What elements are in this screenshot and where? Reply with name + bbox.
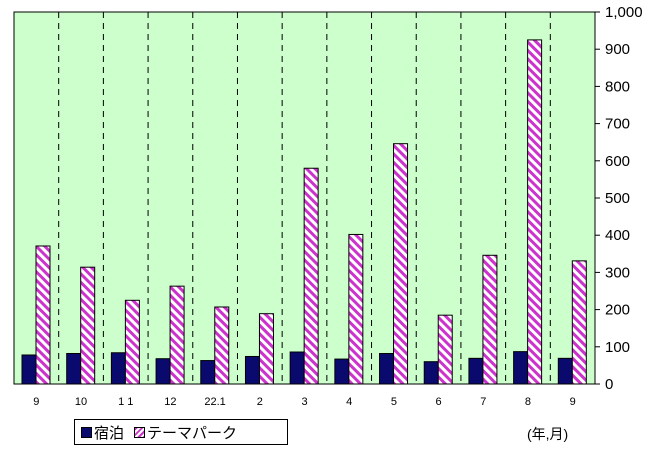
x-tick-label: 9 — [570, 396, 576, 408]
bar-stay — [557, 357, 573, 385]
legend-swatch-stay — [81, 426, 92, 438]
gridlines — [58, 12, 551, 384]
x-tick-label: 12 — [164, 396, 176, 408]
bar-themepark — [258, 313, 274, 385]
x-tick-label: 1 1 — [118, 396, 133, 408]
bar-stay — [66, 352, 82, 385]
x-axis-unit-label: (年,月) — [527, 426, 569, 442]
y-tick-label: 0 — [605, 376, 613, 393]
bar-stay — [21, 354, 37, 385]
bar-stay — [379, 352, 395, 385]
x-tick-label: 8 — [525, 396, 531, 408]
bar-stay — [200, 360, 216, 385]
bar-stay — [110, 352, 126, 385]
bar-themepark — [80, 266, 96, 385]
y-tick-label: 400 — [605, 227, 630, 244]
y-tick-label: 200 — [605, 302, 630, 319]
x-tick-label: 22.1 — [204, 396, 225, 408]
legend-swatch-themepark — [134, 426, 146, 438]
bar-stay — [423, 361, 439, 385]
x-tick-label: 5 — [391, 396, 397, 408]
y-tick-label: 500 — [605, 190, 630, 207]
legend-label-stay: 宿泊 — [94, 424, 125, 442]
bar-themepark — [35, 245, 51, 385]
bar-themepark — [169, 285, 185, 385]
y-tick-label: 700 — [605, 116, 630, 133]
legend: 宿泊 テーマパーク — [74, 419, 288, 445]
bar-stay — [468, 357, 484, 385]
bar-themepark — [437, 314, 453, 385]
x-tick-label: 7 — [480, 396, 486, 408]
bar-stay — [155, 358, 171, 385]
bar-themepark — [393, 143, 409, 385]
bar-stay — [513, 351, 529, 385]
y-tick-label: 300 — [605, 264, 630, 281]
y-tick-label: 100 — [605, 339, 630, 356]
bar-stay — [289, 351, 305, 385]
bar-themepark — [303, 167, 319, 385]
x-tick-label: 10 — [75, 396, 87, 408]
x-axis-ticks: 9 10 1 1 12 22.1 2 3 4 5 6 7 8 9 — [33, 396, 575, 408]
legend-label-themepark: テーマパーク — [147, 424, 238, 442]
x-tick-label: 3 — [301, 396, 307, 408]
x-tick-label: 4 — [346, 396, 352, 408]
bar-themepark — [124, 299, 140, 385]
y-tick-label: 900 — [605, 41, 630, 58]
bar-stay — [244, 355, 260, 385]
legend-item-stay: 宿泊 — [81, 422, 124, 443]
bar-themepark — [482, 254, 498, 385]
y-axis-ticks: 0 100 200 300 400 500 600 700 800 900 1,000 — [595, 4, 643, 393]
y-tick-label: 1,000 — [605, 4, 643, 21]
y-tick-label: 800 — [605, 78, 630, 95]
bar-themepark — [571, 260, 587, 385]
bars — [21, 39, 587, 385]
x-tick-label: 9 — [33, 396, 39, 408]
bar-themepark — [348, 233, 364, 385]
y-tick-label: 600 — [605, 153, 630, 170]
x-tick-label: 2 — [257, 396, 263, 408]
bar-stay — [334, 358, 350, 385]
legend-item-themepark: テーマパーク — [134, 422, 237, 443]
bar-themepark — [214, 306, 230, 385]
x-tick-label: 6 — [436, 396, 442, 408]
bar-themepark — [527, 39, 543, 385]
